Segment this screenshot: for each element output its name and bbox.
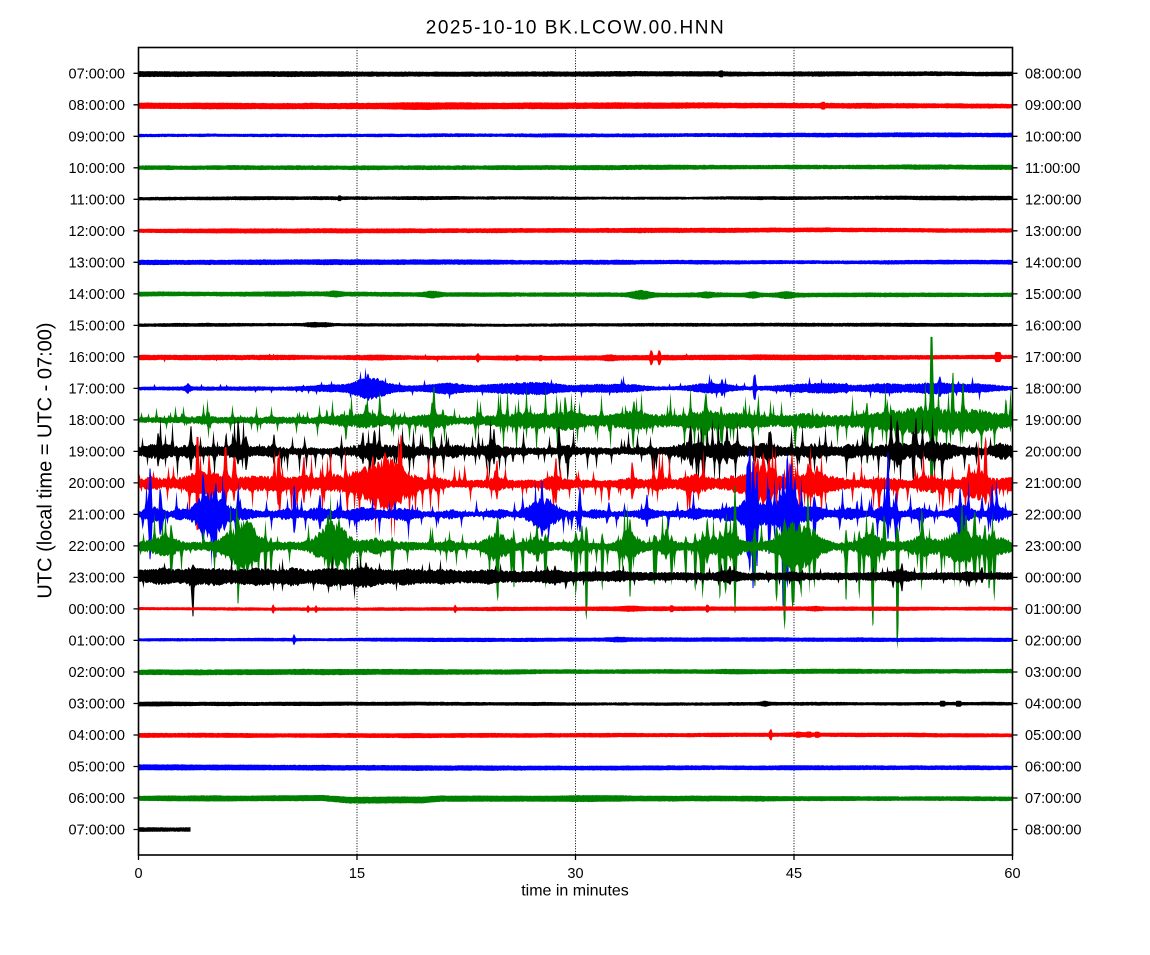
svg-text:04:00:00: 04:00:00	[69, 728, 125, 744]
svg-text:2025-10-10 BK.LCOW.00.HNN: 2025-10-10 BK.LCOW.00.HNN	[426, 18, 725, 39]
svg-text:03:00:00: 03:00:00	[1025, 665, 1081, 681]
svg-text:12:00:00: 12:00:00	[69, 224, 125, 240]
svg-text:02:00:00: 02:00:00	[69, 665, 125, 681]
svg-text:18:00:00: 18:00:00	[1025, 381, 1081, 397]
svg-text:45: 45	[786, 866, 802, 882]
svg-text:17:00:00: 17:00:00	[69, 381, 125, 397]
svg-text:08:00:00: 08:00:00	[1025, 66, 1081, 82]
svg-text:04:00:00: 04:00:00	[1025, 697, 1081, 713]
svg-text:05:00:00: 05:00:00	[69, 760, 125, 776]
svg-text:0: 0	[134, 866, 142, 882]
svg-text:09:00:00: 09:00:00	[69, 129, 125, 145]
svg-text:15:00:00: 15:00:00	[1025, 287, 1081, 303]
svg-text:13:00:00: 13:00:00	[69, 255, 125, 271]
svg-text:17:00:00: 17:00:00	[1025, 350, 1081, 366]
svg-text:15:00:00: 15:00:00	[69, 318, 125, 334]
svg-text:07:00:00: 07:00:00	[69, 66, 125, 82]
svg-text:20:00:00: 20:00:00	[1025, 444, 1081, 460]
svg-text:01:00:00: 01:00:00	[69, 633, 125, 649]
svg-text:01:00:00: 01:00:00	[1025, 602, 1081, 618]
svg-text:18:00:00: 18:00:00	[69, 413, 125, 429]
svg-text:11:00:00: 11:00:00	[1025, 161, 1080, 177]
svg-text:19:00:00: 19:00:00	[1025, 413, 1081, 429]
svg-text:14:00:00: 14:00:00	[1025, 255, 1081, 271]
svg-text:16:00:00: 16:00:00	[1025, 318, 1081, 334]
svg-text:07:00:00: 07:00:00	[69, 823, 125, 839]
svg-text:06:00:00: 06:00:00	[1025, 760, 1081, 776]
svg-text:60: 60	[1004, 866, 1020, 882]
svg-text:21:00:00: 21:00:00	[69, 507, 125, 523]
svg-text:14:00:00: 14:00:00	[69, 287, 125, 303]
svg-text:10:00:00: 10:00:00	[1025, 129, 1081, 145]
svg-text:05:00:00: 05:00:00	[1025, 728, 1081, 744]
svg-text:08:00:00: 08:00:00	[69, 98, 125, 114]
svg-text:23:00:00: 23:00:00	[69, 570, 125, 586]
svg-text:time in minutes: time in minutes	[521, 883, 629, 900]
svg-text:11:00:00: 11:00:00	[70, 192, 125, 208]
svg-text:16:00:00: 16:00:00	[69, 350, 125, 366]
svg-text:15: 15	[349, 866, 365, 882]
svg-text:06:00:00: 06:00:00	[69, 791, 125, 807]
svg-text:22:00:00: 22:00:00	[69, 539, 125, 555]
svg-text:23:00:00: 23:00:00	[1025, 539, 1081, 555]
svg-text:02:00:00: 02:00:00	[1025, 633, 1081, 649]
svg-text:22:00:00: 22:00:00	[1025, 507, 1081, 523]
svg-text:03:00:00: 03:00:00	[69, 697, 125, 713]
svg-text:13:00:00: 13:00:00	[1025, 224, 1081, 240]
svg-text:UTC (local time = UTC - 07:00): UTC (local time = UTC - 07:00)	[35, 322, 57, 598]
svg-text:30: 30	[567, 866, 583, 882]
svg-text:21:00:00: 21:00:00	[1025, 476, 1081, 492]
svg-text:19:00:00: 19:00:00	[69, 444, 125, 460]
svg-text:10:00:00: 10:00:00	[69, 161, 125, 177]
svg-text:00:00:00: 00:00:00	[1025, 570, 1081, 586]
svg-text:12:00:00: 12:00:00	[1025, 192, 1081, 208]
svg-text:20:00:00: 20:00:00	[69, 476, 125, 492]
svg-text:08:00:00: 08:00:00	[1025, 823, 1081, 839]
svg-text:00:00:00: 00:00:00	[69, 602, 125, 618]
svg-text:09:00:00: 09:00:00	[1025, 98, 1081, 114]
svg-text:07:00:00: 07:00:00	[1025, 791, 1081, 807]
